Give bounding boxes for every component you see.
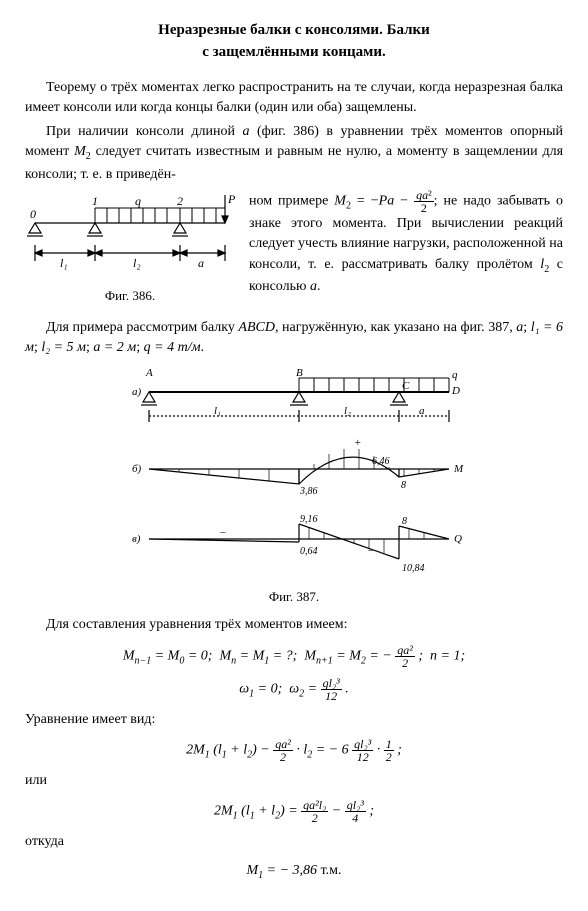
- svg-text:A: A: [145, 367, 153, 379]
- qv: q = 4 т/м: [144, 340, 201, 355]
- svg-text:a: a: [419, 405, 425, 417]
- p3a: ном примере: [249, 194, 334, 209]
- lbl-q: q: [135, 194, 141, 208]
- svg-text:−: −: [367, 545, 374, 557]
- svg-text:l₂: l₂: [344, 405, 351, 417]
- svg-text:q: q: [452, 369, 458, 381]
- lbl-l1: l₁: [60, 256, 68, 270]
- page-title: Неразрезные балки с консолями. Балки с з…: [25, 20, 563, 64]
- svg-text:−: −: [219, 527, 226, 539]
- lbl-a: a: [198, 256, 204, 270]
- title-line2: с защемлёнными концами.: [202, 44, 386, 60]
- svg-text:10,84: 10,84: [402, 563, 425, 574]
- paragraph-6: Уравнение имеет вид:: [25, 710, 563, 730]
- lbl-l2: l₂: [133, 256, 141, 270]
- svg-text:a): a): [132, 386, 142, 398]
- svg-text:б): б): [132, 463, 142, 475]
- svg-text:C: C: [402, 380, 410, 392]
- svg-text:8: 8: [402, 516, 407, 527]
- fig387-caption: Фиг. 387.: [104, 588, 484, 607]
- svg-text:D: D: [451, 385, 460, 397]
- word-otkuda: откуда: [25, 832, 563, 852]
- equation-4: 2M1 (l1 + l2) = qa²l₂2 − ql₂³4 ;: [25, 799, 563, 824]
- paragraph-4: Для примера рассмотрим балку ABCD, нагру…: [25, 318, 563, 359]
- svg-text:0,64: 0,64: [300, 546, 318, 557]
- figure-387: A B C D q a) l₁ l₂ a б) + 6,46 3,86 8 M …: [104, 364, 484, 607]
- svg-text:l₁: l₁: [214, 405, 221, 417]
- svg-text:9,16: 9,16: [300, 514, 318, 525]
- lbl-2: 2: [177, 194, 183, 208]
- av: a = 2 м: [93, 340, 136, 355]
- title-line1: Неразрезные балки с консолями. Балки: [158, 22, 430, 38]
- paragraph-2: При наличии консоли длиной a (фиг. 386) …: [25, 122, 563, 185]
- p2a: При наличии консоли длиной: [46, 124, 242, 139]
- p4a: Для примера рассмотрим балку: [46, 320, 238, 335]
- fig386-caption: Фиг. 386.: [25, 287, 235, 306]
- p4c: ;: [523, 320, 530, 335]
- svg-text:M: M: [453, 463, 464, 475]
- svg-text:3,86: 3,86: [299, 486, 318, 497]
- lbl-1: 1: [92, 194, 98, 208]
- p4b: , нагружённую, как указано на фиг. 387,: [275, 320, 516, 335]
- equation-2: ω1 = 0; ω2 = ql₂³12 .: [25, 677, 563, 702]
- svg-text:в): в): [132, 533, 141, 545]
- word-ili: или: [25, 771, 563, 791]
- equation-1: Mn−1 = M0 = 0; Mn = M1 = ?; Mn+1 = M2 = …: [25, 644, 563, 669]
- svg-text:8: 8: [401, 480, 406, 491]
- lbl-P: P: [227, 193, 235, 206]
- p2c: следует считать известным и равным не ну…: [25, 144, 563, 181]
- svg-text:+: +: [354, 437, 361, 449]
- svg-text:B: B: [296, 367, 303, 379]
- l2v: l₂ = 5 м: [41, 340, 86, 355]
- equation-3: 2M1 (l1 + l2) − qa²2 · l2 = − 6 ql₂³12 ·…: [25, 738, 563, 763]
- paragraph-1: Теорему о трёх моментах легко распростра…: [25, 78, 563, 119]
- paragraph-5: Для составления уравнения трёх моментов …: [25, 615, 563, 635]
- svg-text:6,46: 6,46: [372, 456, 390, 467]
- svg-text:Q: Q: [454, 533, 462, 545]
- lbl-O: 0: [30, 207, 36, 221]
- figure-386: 0 1 q 2 P l₁ l₂ a Фиг. 386.: [25, 193, 235, 314]
- equation-result: M1 = − 3,86 т.м.: [25, 861, 563, 883]
